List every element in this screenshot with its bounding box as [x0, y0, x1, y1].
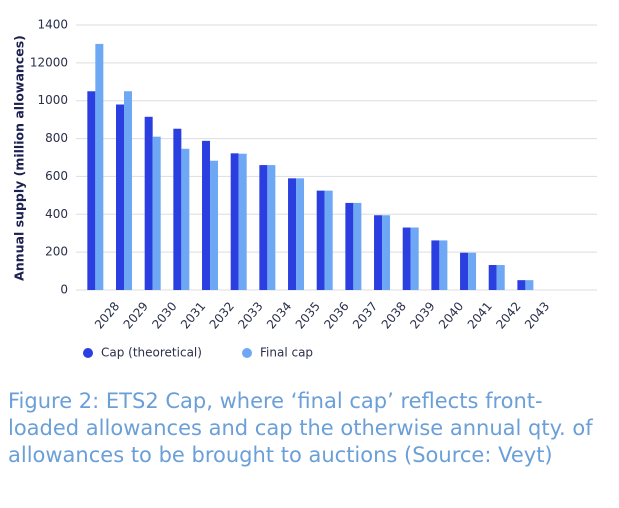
- x-tick-label: 2034: [264, 299, 294, 331]
- bar: [439, 240, 448, 290]
- x-tick-label: 2043: [522, 299, 552, 331]
- x-tick-label: 2029: [121, 299, 151, 331]
- bar: [144, 116, 153, 290]
- x-tick-label: 2030: [149, 299, 179, 331]
- bar: [402, 227, 411, 290]
- bar: [374, 215, 383, 290]
- bar: [152, 136, 161, 290]
- bar: [382, 215, 391, 290]
- y-tick-label: 12000: [30, 55, 68, 69]
- legend-marker: [242, 348, 252, 358]
- legend-marker: [83, 348, 93, 358]
- y-tick-label: 800: [45, 131, 68, 145]
- bar: [496, 265, 505, 290]
- bar: [353, 202, 362, 290]
- bar: [468, 252, 477, 290]
- x-tick-label: 2036: [321, 299, 351, 331]
- bar: [431, 240, 440, 290]
- y-tick-label: 1400: [37, 18, 68, 32]
- y-axis-label: Annual supply (million allowances): [12, 35, 27, 281]
- bar: [488, 265, 497, 290]
- y-tick-label: 600: [45, 169, 68, 183]
- bar: [210, 160, 219, 290]
- bar: [238, 153, 247, 290]
- bar: [525, 280, 534, 290]
- bar: [316, 190, 325, 290]
- x-tick-label: 2033: [235, 299, 265, 331]
- bar: [296, 178, 305, 290]
- y-tick-label: 200: [45, 245, 68, 259]
- bar: [202, 140, 211, 290]
- x-tick-label: 2039: [407, 299, 437, 331]
- bar: [173, 128, 182, 290]
- bar: [267, 165, 276, 290]
- bar: [324, 190, 333, 290]
- y-tick-label: 0: [60, 283, 68, 297]
- chart: Annual supply (million allowances) 0 200 4…: [12, 18, 597, 360]
- x-tick-label: 2032: [207, 299, 237, 331]
- x-tick-label: 2028: [92, 299, 122, 331]
- bar: [460, 252, 469, 290]
- x-tick-label: 2035: [293, 299, 323, 331]
- x-tick-label: 2038: [379, 299, 409, 331]
- bar: [95, 43, 104, 290]
- bar: [410, 227, 419, 290]
- x-tick-label: 2037: [350, 299, 380, 331]
- bar: [181, 148, 190, 290]
- bar: [259, 165, 268, 290]
- x-tick-label: 2041: [465, 299, 495, 331]
- y-tick-label: 1000: [37, 93, 68, 107]
- bar: [517, 280, 526, 290]
- bar: [116, 104, 125, 290]
- bar: [87, 91, 96, 290]
- bar: [230, 153, 239, 290]
- x-tick-label: 2040: [436, 299, 466, 331]
- y-tick-label: 400: [45, 207, 68, 221]
- bar: [288, 178, 297, 290]
- caption: Figure 2: ETS2 Cap, where ‘final cap’ re…: [8, 389, 593, 467]
- bar: [124, 91, 133, 290]
- legend-label: Cap (theoretical): [101, 346, 202, 360]
- legend-label: Final cap: [260, 346, 313, 360]
- x-tick-label: 2031: [178, 299, 208, 331]
- x-tick-label: 2042: [493, 299, 523, 331]
- bar: [345, 202, 354, 290]
